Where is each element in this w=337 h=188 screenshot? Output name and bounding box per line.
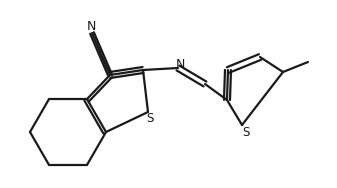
Text: S: S [146,112,154,126]
Text: N: N [175,58,185,70]
Text: S: S [242,126,250,139]
Text: N: N [86,20,96,33]
